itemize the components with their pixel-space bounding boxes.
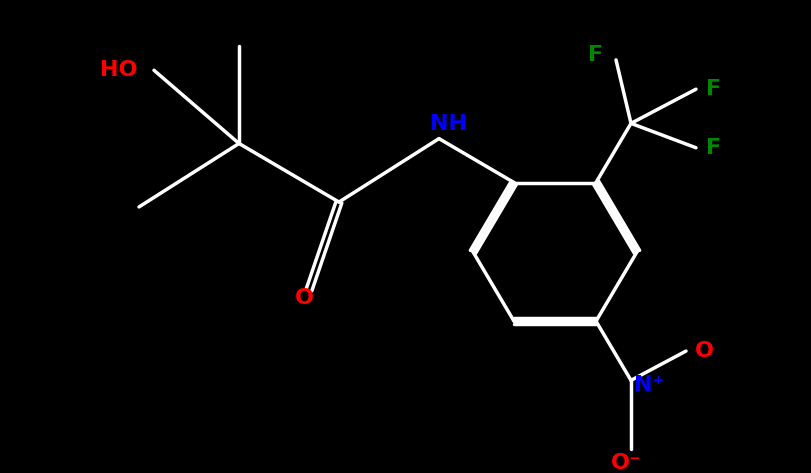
Text: N⁺: N⁺ [633,375,663,395]
Text: O: O [294,288,313,308]
Text: NH: NH [430,114,467,134]
Text: O⁻: O⁻ [610,453,641,473]
Text: HO: HO [100,60,138,80]
Text: O: O [693,341,713,361]
Text: F: F [706,138,721,158]
Text: F: F [706,79,721,99]
Text: F: F [588,45,603,65]
